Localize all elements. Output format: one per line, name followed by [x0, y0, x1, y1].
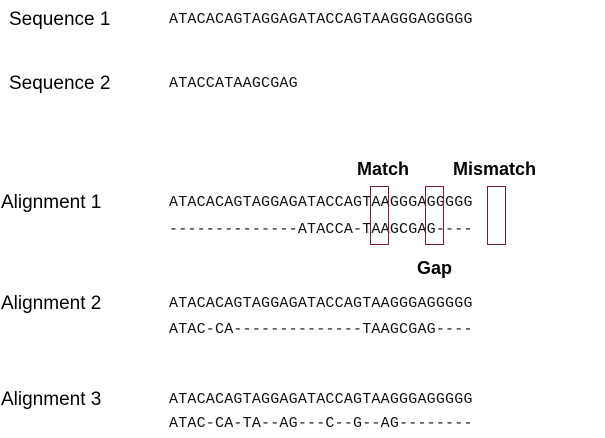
sequence-1-label: Sequence 1	[9, 9, 111, 30]
mismatch-annotation: Mismatch	[453, 159, 537, 179]
mismatch-highlight-box	[487, 186, 506, 245]
sequence-2-text: ATACCATAAGCGAG	[169, 75, 298, 92]
match-annotation: Match	[357, 159, 410, 179]
alignment-2-label: Alignment 2	[1, 293, 102, 314]
alignment-3-bottom: ATAC-CA-TA--AG---C--G--AG--------	[169, 415, 473, 432]
alignment-3-label: Alignment 3	[1, 389, 102, 410]
alignment-2-top: ATACACAGTAGGAGATACCAGTAAGGGAGGGGG	[169, 295, 473, 312]
alignment-1-label: Alignment 1	[1, 192, 102, 213]
alignment-1-top: ATACACAGTAGGAGATACCAGTAAGGGAGGGGG	[169, 194, 473, 211]
gap-annotation: Gap	[417, 258, 453, 278]
match-highlight-box	[370, 186, 389, 245]
alignment-2-bottom: ATAC-CA--------------TAAGCGAG----	[169, 321, 473, 338]
gap-highlight-box	[425, 186, 444, 245]
alignment-1-bottom: --------------ATACCA-TAAGCGAG----	[169, 221, 473, 238]
alignment-3-top: ATACACAGTAGGAGATACCAGTAAGGGAGGGGG	[169, 391, 473, 408]
sequence-1-text: ATACACAGTAGGAGATACCAGTAAGGGAGGGGG	[169, 11, 473, 28]
sequence-2-label: Sequence 2	[9, 73, 111, 94]
